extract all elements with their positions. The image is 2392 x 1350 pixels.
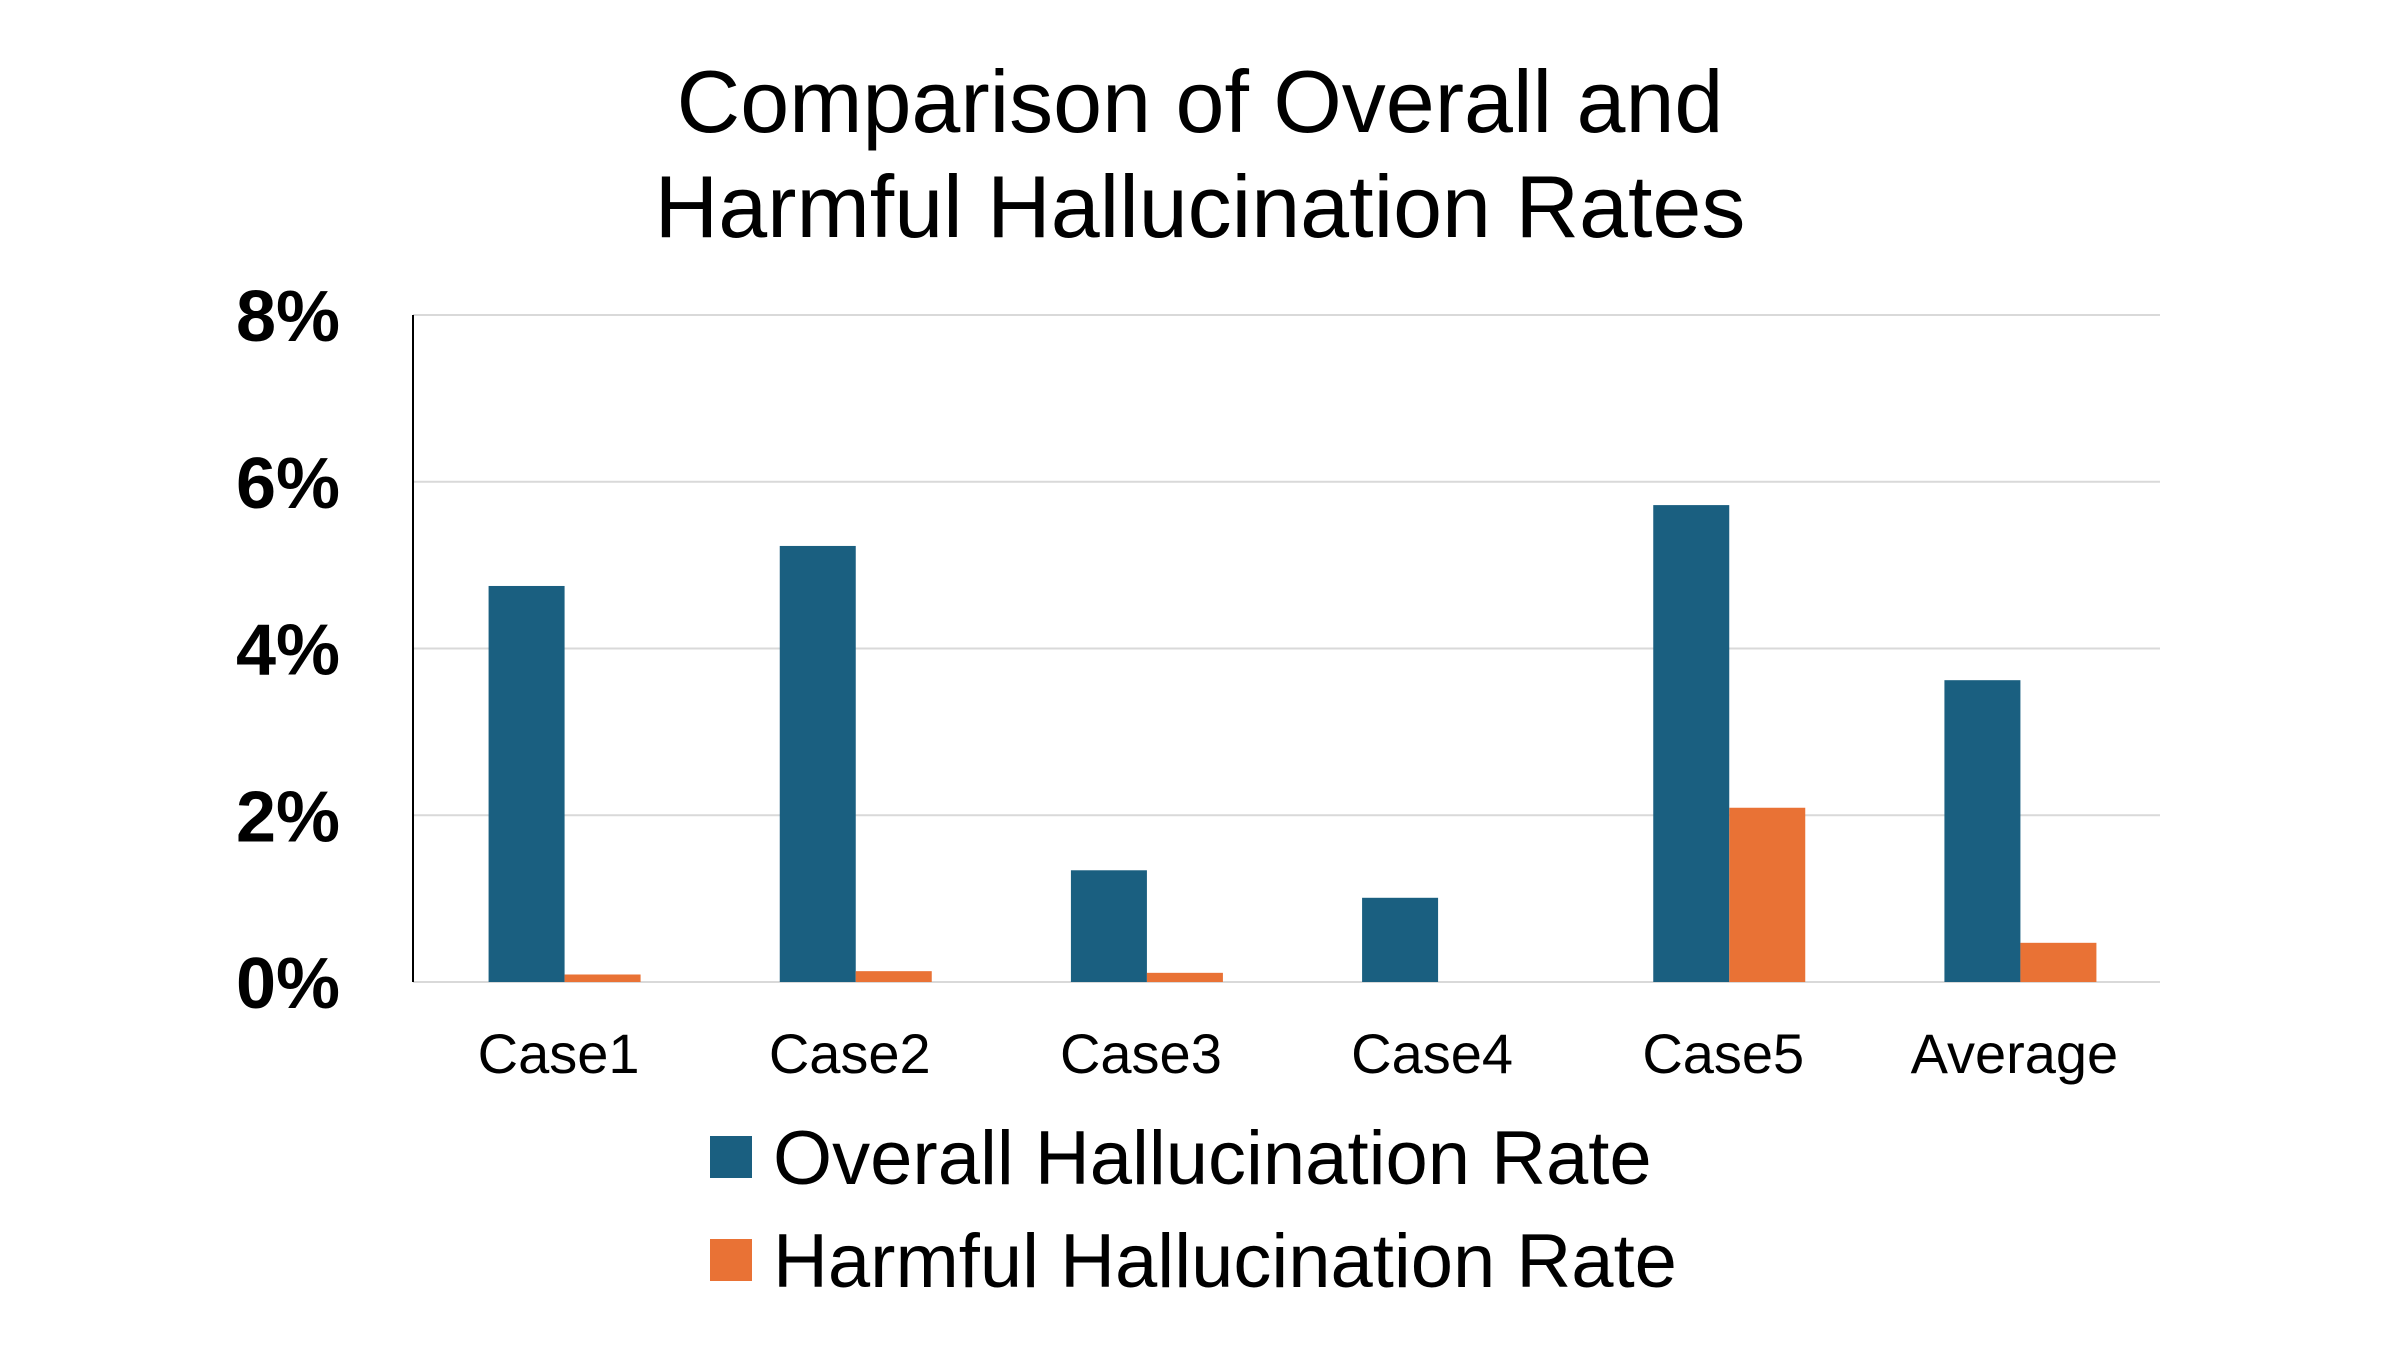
x-tick-label: Average — [1911, 1022, 2119, 1085]
bars — [488, 505, 2097, 982]
bar-overall-average — [1944, 680, 2021, 982]
bar-overall-case1 — [488, 585, 565, 982]
legend-label-overall: Overall Hallucination Rate — [773, 1116, 1652, 1201]
x-tick-label: Case3 — [1060, 1022, 1222, 1085]
bar-overall-case4 — [1362, 897, 1439, 982]
x-tick-label: Case2 — [769, 1022, 931, 1085]
gridlines — [413, 314, 2160, 983]
bar-harmful-average — [2020, 942, 2097, 982]
chart-title-line-1: Comparison of Overall and — [677, 52, 1724, 151]
y-tick-label: 8% — [236, 277, 340, 357]
x-tick-label: Case1 — [478, 1022, 640, 1085]
bar-overall-case5 — [1653, 505, 1730, 982]
y-tick-label: 0% — [236, 944, 340, 1024]
x-tick-label: Case5 — [1642, 1022, 1804, 1085]
chart-title-line-2: Harmful Hallucination Rates — [655, 157, 1746, 256]
legend: Overall Hallucination Rate Harmful Halluc… — [710, 1116, 1677, 1304]
legend-swatch-overall — [710, 1136, 752, 1178]
bar-harmful-case1 — [564, 974, 641, 982]
y-tick-label: 4% — [236, 611, 340, 691]
legend-label-harmful: Harmful Hallucination Rate — [773, 1219, 1677, 1304]
x-tick-label: Case4 — [1351, 1022, 1513, 1085]
y-axis-tick-labels: 0% 2% 4% 6% 8% — [236, 277, 340, 1024]
bar-overall-case3 — [1070, 870, 1147, 982]
y-tick-label: 2% — [236, 777, 340, 857]
y-tick-label: 6% — [236, 444, 340, 524]
bar-harmful-case3 — [1146, 972, 1223, 982]
bar-harmful-case5 — [1729, 807, 1806, 982]
legend-swatch-harmful — [710, 1239, 752, 1281]
x-axis-tick-labels: Case1 Case2 Case3 Case4 Case5 Average — [478, 1022, 2119, 1085]
bar-overall-case2 — [779, 545, 856, 982]
bar-harmful-case2 — [855, 971, 932, 982]
chart-title: Comparison of Overall and Harmful Halluc… — [655, 52, 1746, 256]
